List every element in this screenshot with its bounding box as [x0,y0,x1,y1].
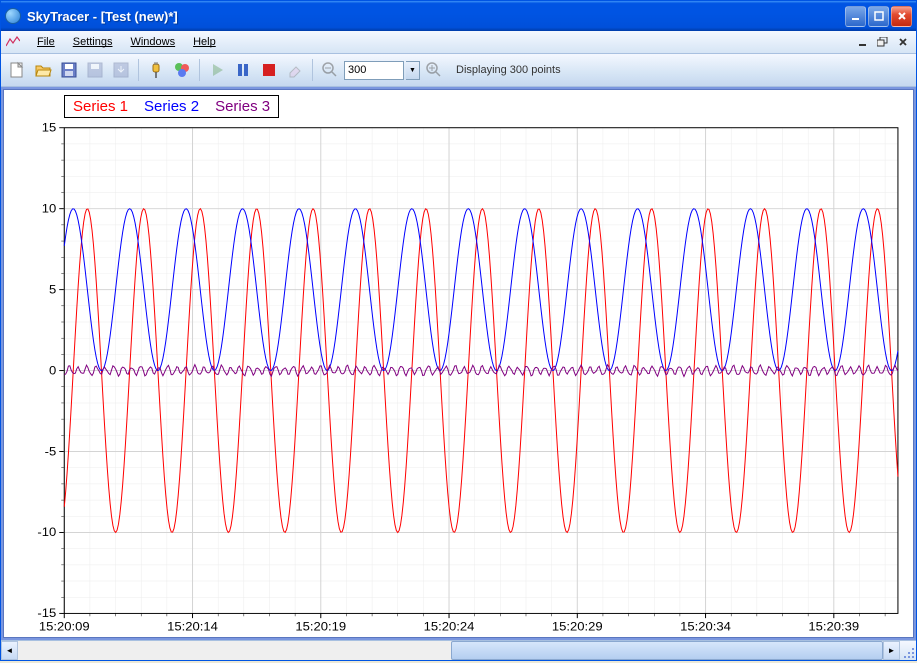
statusbar: ◄ ► [1,640,916,660]
window-title: SkyTracer - [Test (new)*] [27,9,845,24]
svg-text:-5: -5 [45,445,57,459]
mdi-minimize-button[interactable] [855,35,871,49]
svg-text:15:20:29: 15:20:29 [552,620,603,634]
svg-text:0: 0 [49,364,56,378]
erase-button[interactable] [283,58,307,82]
toolbar-status-text: Displaying 300 points [456,64,561,76]
svg-text:10: 10 [42,202,57,216]
menu-windows[interactable]: Windows [122,34,183,50]
titlebar[interactable]: SkyTracer - [Test (new)*] [1,1,916,31]
svg-text:5: 5 [49,283,56,297]
svg-text:15: 15 [42,121,57,135]
toolbar: ▼ Displaying 300 points [1,54,916,87]
zoom-out-button[interactable] [318,58,342,82]
app-icon [5,8,21,24]
scroll-thumb[interactable] [451,641,884,660]
legend-item: Series 1 [73,98,128,115]
close-button[interactable] [891,6,912,27]
connect-button[interactable] [144,58,168,82]
zoom-in-button[interactable] [422,58,446,82]
mdi-client-area: -15 -10 -5 0 5 10 15 15:20:09 15:20:14 15:20:19 15… [1,87,916,640]
mdi-close-button[interactable] [895,35,911,49]
save-button[interactable] [57,58,81,82]
menubar: File Settings Windows Help [1,31,916,54]
svg-text:15:20:09: 15:20:09 [39,620,90,634]
stop-button[interactable] [257,58,281,82]
svg-text:15:20:34: 15:20:34 [680,620,731,634]
svg-text:15:20:19: 15:20:19 [295,620,346,634]
legend-item: Series 2 [144,98,199,115]
svg-text:15:20:39: 15:20:39 [808,620,859,634]
svg-text:15:20:14: 15:20:14 [167,620,218,634]
chart-mdi-icon [5,34,21,50]
maximize-button[interactable] [868,6,889,27]
new-button[interactable] [5,58,29,82]
chart-legend: Series 1 Series 2 Series 3 [64,95,279,118]
open-button[interactable] [31,58,55,82]
resize-grip[interactable] [900,644,916,660]
points-input[interactable] [344,61,404,80]
play-button[interactable] [205,58,229,82]
application-window: SkyTracer - [Test (new)*] File Settings … [0,0,917,661]
scroll-right-arrow[interactable]: ► [883,641,900,660]
svg-text:-15: -15 [37,607,56,621]
series-config-button[interactable] [170,58,194,82]
mdi-restore-button[interactable] [875,35,891,49]
legend-item: Series 3 [215,98,270,115]
scroll-track[interactable] [18,641,883,660]
menu-settings[interactable]: Settings [65,34,121,50]
chart-window: -15 -10 -5 0 5 10 15 15:20:09 15:20:14 15:20:19 15… [3,89,914,638]
points-dropdown-arrow[interactable]: ▼ [406,61,420,80]
svg-text:15:20:24: 15:20:24 [424,620,475,634]
chart-plot[interactable]: -15 -10 -5 0 5 10 15 15:20:09 15:20:14 15:20:19 15… [4,90,913,637]
minimize-button[interactable] [845,6,866,27]
saveas-button[interactable] [83,58,107,82]
menu-file[interactable]: File [29,34,63,50]
svg-text:-10: -10 [37,526,56,540]
export-button[interactable] [109,58,133,82]
pause-button[interactable] [231,58,255,82]
horizontal-scrollbar[interactable]: ◄ ► [1,641,900,660]
menu-help[interactable]: Help [185,34,224,50]
scroll-left-arrow[interactable]: ◄ [1,641,18,660]
